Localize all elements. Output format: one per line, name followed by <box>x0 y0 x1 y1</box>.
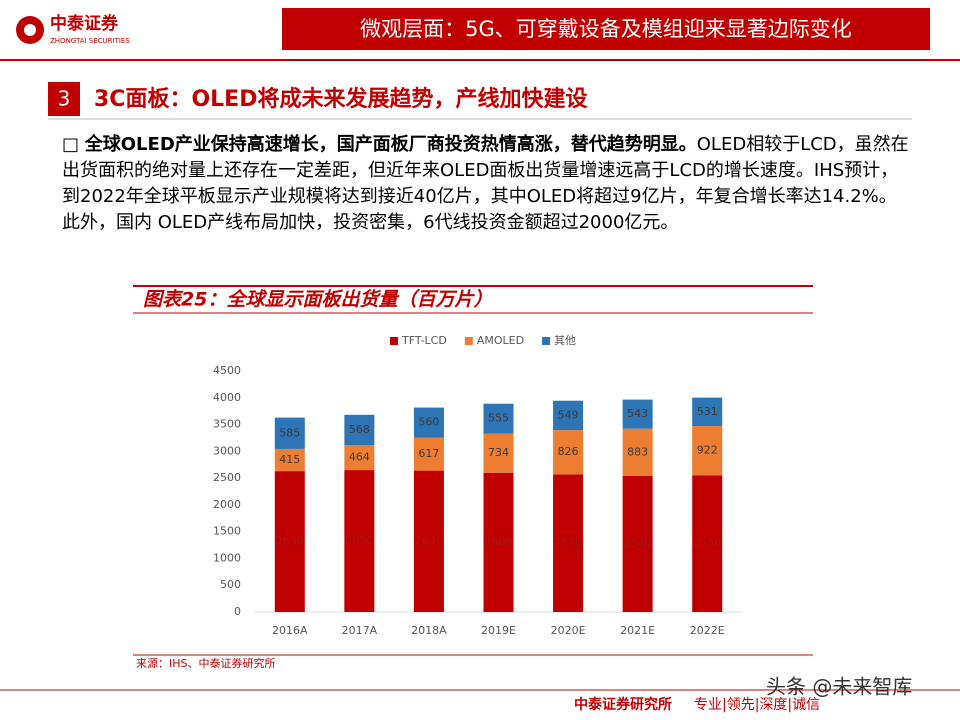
y-tick-label: 2000 <box>213 498 241 511</box>
x-tick-label: 2019E <box>481 624 516 637</box>
value-label: 2650 <box>345 534 373 547</box>
body-lead: 全球OLED产业保持高速增长，国产面板厂商投资热情高涨，替代趋势明显。 <box>84 134 697 155</box>
footer-org: 中泰证券研究所 <box>574 696 672 713</box>
legend-label: 其他 <box>554 334 576 347</box>
bar-segment <box>483 433 514 473</box>
y-tick-label: 3500 <box>213 418 241 431</box>
legend-swatch <box>542 337 551 345</box>
section-title: 3C面板：OLED将成未来发展趋势，产线加快建设 <box>94 86 587 112</box>
logo-icon-inner <box>24 24 36 36</box>
body-rest: OLED相较于LCD，虽然在出货面积的绝对量上还存在一定差距，但近年来OLED面… <box>62 134 909 233</box>
y-tick-label: 1000 <box>213 551 241 564</box>
value-label: 585 <box>279 426 300 439</box>
logo-text: 中泰证券 <box>50 13 119 34</box>
legend-swatch <box>464 337 473 345</box>
value-label: 826 <box>558 445 579 458</box>
value-label: 555 <box>488 412 509 425</box>
x-tick-label: 2017A <box>342 624 378 637</box>
y-tick-label: 3000 <box>213 444 241 457</box>
bar-segment <box>274 417 305 449</box>
source: 来源：IHS、中泰证券研究所 <box>136 656 276 670</box>
y-tick-label: 500 <box>220 578 241 591</box>
value-label: 2570 <box>554 536 582 549</box>
header-title: 微观层面：5G、可穿戴设备及模组迎来显著边际变化 <box>360 17 852 41</box>
chart-title: 图表25：全球显示面板出货量（百万片） <box>143 289 492 311</box>
value-label: 560 <box>418 416 439 429</box>
value-label: 2600 <box>485 535 513 548</box>
y-tick-label: 4000 <box>213 391 241 404</box>
x-tick-label: 2018A <box>411 624 447 637</box>
header-box <box>282 8 930 50</box>
x-tick-label: 2016A <box>272 624 308 637</box>
value-label: 617 <box>418 447 439 460</box>
bar-segment <box>692 426 723 476</box>
bar-segment <box>692 475 723 612</box>
value-label: 883 <box>627 445 648 458</box>
section-number: 3 <box>58 87 71 111</box>
bar-segment <box>344 445 375 471</box>
value-label: 734 <box>488 446 509 459</box>
bar-segment <box>553 474 584 612</box>
value-label: 2640 <box>415 534 443 547</box>
x-tick-label: 2020E <box>551 624 586 637</box>
bar-segment <box>483 472 514 612</box>
value-label: 2550 <box>693 537 721 550</box>
legend-label: TFT-LCD <box>401 334 447 347</box>
bar-segment <box>553 400 584 431</box>
y-tick-label: 1500 <box>213 525 241 538</box>
x-tick-label: 2022E <box>690 624 725 637</box>
y-tick-label: 4500 <box>213 364 241 377</box>
logo-subtext: ZHONGTAI SECURITIES <box>50 37 130 45</box>
body-text: □ 全球OLED产业保持高速增长，国产面板厂商投资热情高涨，替代趋势明显。OLE… <box>62 132 912 236</box>
section-box <box>48 82 80 116</box>
watermark: 头条 @未来智库 <box>766 675 912 699</box>
y-tick-label: 2500 <box>213 471 241 484</box>
bar-segment <box>274 448 305 472</box>
value-label: 922 <box>697 444 718 457</box>
value-label: 531 <box>697 405 718 418</box>
bar-segment <box>622 428 653 476</box>
x-tick-label: 2021E <box>620 624 655 637</box>
bar-segment <box>692 397 723 427</box>
bar-segment <box>622 399 653 429</box>
value-label: 2540 <box>624 537 652 550</box>
y-tick-label: 0 <box>234 605 241 618</box>
bar-segment <box>483 403 514 434</box>
legend-label: AMOLED <box>477 334 524 347</box>
bar-segment <box>344 414 375 446</box>
value-label: 464 <box>349 451 370 464</box>
bar-segment <box>413 437 444 471</box>
value-label: 543 <box>627 407 648 420</box>
footer-motto: 专业|领先|深度|诚信 <box>694 697 820 713</box>
bar-segment <box>413 407 444 438</box>
bar-segment <box>413 470 444 612</box>
value-label: 568 <box>349 423 370 436</box>
bullet: □ <box>62 134 80 155</box>
bar-segment <box>553 430 584 475</box>
legend-swatch <box>390 337 398 345</box>
value-label: 549 <box>558 408 579 421</box>
bar-segment <box>344 470 375 612</box>
value-label: 415 <box>279 453 300 466</box>
bar-segment <box>622 475 653 612</box>
bar-segment <box>274 471 305 612</box>
value-label: 2630 <box>276 535 304 548</box>
